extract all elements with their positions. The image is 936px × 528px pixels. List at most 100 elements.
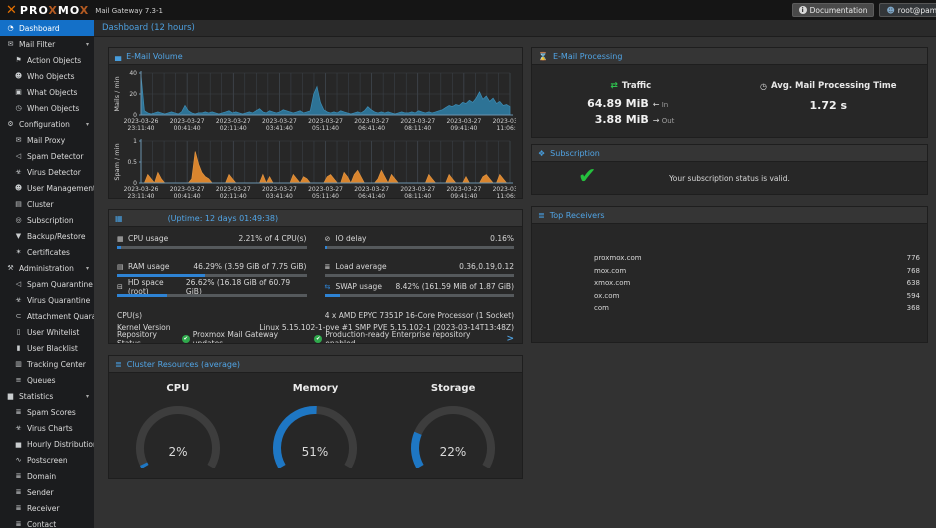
avg-processing-value: 1.72 s	[809, 99, 848, 112]
sidebar-item-administration[interactable]: ⚒ Administration ▾	[0, 260, 94, 276]
email-processing-panel: ⌛ E-Mail Processing ⇄ Traffic 64.89 MiB …	[531, 47, 928, 138]
cpu-info-value: 4 x AMD EPYC 7351P 16-Core Processor (1 …	[324, 310, 514, 320]
paperclip-icon: ⊂	[15, 312, 22, 320]
sidebar-item-cluster[interactable]: ▤ Cluster	[0, 196, 94, 212]
metric-progressbar	[117, 246, 307, 249]
receiver-domain: ox.com	[594, 291, 620, 300]
clock-icon: ◷	[759, 81, 767, 91]
info-icon: i	[798, 6, 807, 14]
gauge-memory: Memory 51%	[250, 383, 380, 468]
sidebar-item-virus-detector[interactable]: ☣ Virus Detector	[0, 164, 94, 180]
io-icon: ⊘	[324, 234, 331, 243]
sidebar-item-when-objects[interactable]: ◷ When Objects	[0, 100, 94, 116]
user-icon: ☻	[14, 72, 23, 80]
traffic-out-value: 3.88 MiB	[594, 113, 649, 126]
user-menu-button[interactable]: ☻ root@pam	[879, 3, 936, 17]
product-version: Mail Gateway 7.3-1	[95, 7, 163, 15]
sidebar-item-who-objects[interactable]: ☻ Who Objects	[0, 68, 94, 84]
gauge-label: Memory	[292, 383, 339, 394]
metric-value: 26.62% (16.18 GiB of 60.79 GiB)	[185, 277, 291, 296]
sidebar-item-mail-filter[interactable]: ✉ Mail Filter ▾	[0, 36, 94, 52]
sidebar-item-domain[interactable]: ≣ Domain	[0, 468, 94, 484]
svg-text:2023-03-27: 2023-03-27	[170, 118, 205, 125]
sidebar-item-mail-proxy[interactable]: ✉ Mail Proxy	[0, 132, 94, 148]
server-icon: ▤	[15, 200, 22, 208]
subscription-header: ❖ Subscription	[532, 145, 927, 162]
sidebar-item-backup-restore[interactable]: ▼ Backup/Restore	[0, 228, 94, 244]
sidebar-item-subscription[interactable]: ◎ Subscription	[0, 212, 94, 228]
sidebar-item-label: Who Objects	[27, 71, 75, 81]
svg-text:2023-03-27: 2023-03-27	[216, 186, 251, 193]
sidebar-item-spam-scores[interactable]: ≣ Spam Scores	[0, 404, 94, 420]
svg-text:2023-03-27: 2023-03-27	[446, 118, 481, 125]
certificate-icon: ✶	[15, 248, 22, 256]
sidebar-item-statistics[interactable]: ▆ Statistics ▾	[0, 388, 94, 404]
top-bar: ✕ PROXMOX Mail Gateway 7.3-1 i Documenta…	[0, 0, 936, 20]
node-status-panel: ▦ (Uptime: 12 days 01:49:38) ▦ CPU usage 2…	[108, 209, 523, 344]
svg-text:2023-03-27: 2023-03-27	[354, 118, 389, 125]
sidebar-item-spam-detector[interactable]: ◁ Spam Detector	[0, 148, 94, 164]
sidebar-item-sender[interactable]: ≣ Sender	[0, 484, 94, 500]
bar-chart-icon: ▆	[7, 392, 14, 400]
sidebar-item-configuration[interactable]: ⚙ Configuration ▾	[0, 116, 94, 132]
area-chart-icon: ▄	[115, 51, 122, 61]
node-uptime: (Uptime: 12 days 01:49:38)	[167, 213, 279, 223]
cpu-info-label: CPU(s)	[117, 310, 143, 320]
sidebar-item-user-management[interactable]: ☻ User Management	[0, 180, 94, 196]
sidebar-item-receiver[interactable]: ≣ Receiver	[0, 500, 94, 516]
sidebar-item-tracking-center[interactable]: ▥ Tracking Center	[0, 356, 94, 372]
arrow-right-icon: →	[652, 116, 660, 125]
metric-label: IO delay	[335, 234, 367, 243]
gauge-arc: 2%	[135, 406, 220, 468]
sidebar-item-dashboard[interactable]: ◔ Dashboard	[0, 20, 94, 36]
chevron-down-icon[interactable]: ▾	[85, 120, 89, 128]
sidebar-item-label: Virus Detector	[27, 167, 81, 177]
arrow-left-icon: ←	[652, 100, 660, 109]
sidebar-item-action-objects[interactable]: ⚑ Action Objects	[0, 52, 94, 68]
sidebar-item-spam-quarantine[interactable]: ◁ Spam Quarantine	[0, 276, 94, 292]
sidebar-item-user-whitelist[interactable]: ▯ User Whitelist	[0, 324, 94, 340]
sidebar-item-what-objects[interactable]: ▣ What Objects	[0, 84, 94, 100]
email-volume-panel: ▄ E-Mail Volume 0 20 40 Mails / min 2023-03-…	[108, 47, 523, 199]
repo-badge: ✔ Proxmox Mail Gateway updates	[181, 330, 309, 343]
avg-processing-label: Avg. Mail Processing Time	[770, 81, 897, 91]
documentation-button[interactable]: i Documentation	[791, 3, 875, 17]
sidebar-item-virus-charts[interactable]: ☣ Virus Charts	[0, 420, 94, 436]
svg-text:2023-03-27: 2023-03-27	[308, 118, 343, 125]
repo-badge: ✔ Production-ready Enterprise repository…	[314, 330, 499, 343]
chevron-down-icon[interactable]: ▾	[85, 40, 89, 48]
sidebar-item-attachment-quarantine[interactable]: ⊂ Attachment Quarantine	[0, 308, 94, 324]
sidebar-item-certificates[interactable]: ✶ Certificates	[0, 244, 94, 260]
cluster-resources-panel: ≣ Cluster Resources (average) CPU 2% Memor…	[108, 355, 523, 479]
traffic-block: ⇄ Traffic 64.89 MiB ← In 3.88 MiB → Out	[532, 81, 730, 126]
sidebar-item-contact[interactable]: ≣ Contact	[0, 516, 94, 528]
chevron-right-icon[interactable]: >	[506, 334, 514, 344]
svg-text:11:06:40: 11:06:40	[497, 193, 516, 199]
avg-processing-block: ◷ Avg. Mail Processing Time 1.72 s	[730, 81, 928, 126]
metrics-column: ⊘ IO delay 0.16% ≣ Load average 0.36,0.19,0.1…	[324, 233, 514, 301]
metric-label: CPU usage	[128, 234, 169, 243]
cluster-gauges: CPU 2% Memory 51% Storage 22%	[109, 373, 522, 468]
sidebar-item-queues[interactable]: ≡ Queues	[0, 372, 94, 388]
svg-text:2023-03-27: 2023-03-27	[216, 118, 251, 125]
file-outline-icon: ▯	[16, 328, 21, 336]
sidebar-item-virus-quarantine[interactable]: ☣ Virus Quarantine	[0, 292, 94, 308]
receiver-count: 768	[906, 266, 920, 275]
metric-io-delay: ⊘ IO delay 0.16%	[324, 233, 514, 249]
chevron-down-icon[interactable]: ▾	[85, 264, 89, 272]
sidebar-item-postscreen[interactable]: ∿ Postscreen	[0, 452, 94, 468]
sidebar-item-user-blacklist[interactable]: ▮ User Blacklist	[0, 340, 94, 356]
sidebar-item-label: Domain	[27, 471, 57, 481]
svg-text:00:41:40: 00:41:40	[174, 193, 201, 199]
receiver-row: xmox.com 638	[532, 277, 927, 290]
traffic-out-label: Out	[661, 117, 675, 125]
subscription-status-text: Your subscription status is valid.	[669, 174, 790, 183]
sidebar-item-hourly-distribution[interactable]: ▅ Hourly Distribution	[0, 436, 94, 452]
cpu-info-row: CPU(s) 4 x AMD EPYC 7351P 16-Core Proces…	[117, 309, 514, 321]
main-content: Dashboard (12 hours) ▄ E-Mail Volume 0 20…	[94, 20, 936, 528]
metric-progressbar	[324, 274, 514, 277]
metric-progressbar	[117, 274, 307, 277]
metric-value: 8.42% (161.59 MiB of 1.87 GiB)	[395, 282, 514, 291]
chevron-down-icon[interactable]: ▾	[85, 392, 89, 400]
